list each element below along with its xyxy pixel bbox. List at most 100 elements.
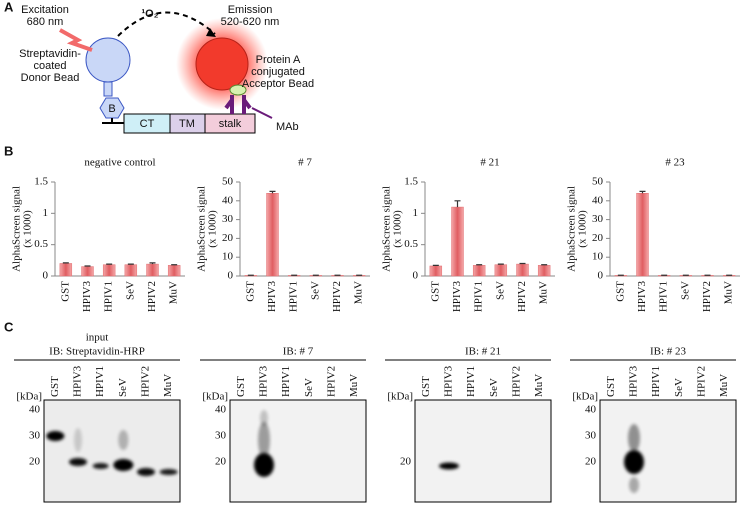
kda-unit: [kDa] bbox=[387, 391, 413, 403]
band bbox=[137, 468, 155, 476]
blot-title: IB: Streptavidin-HRP bbox=[49, 346, 145, 358]
y-tick-label: 50 bbox=[222, 176, 234, 188]
x-tick-label: MuV bbox=[723, 281, 735, 304]
y-tick-label: 30 bbox=[592, 213, 604, 225]
x-tick-label: GST bbox=[429, 281, 441, 302]
band bbox=[74, 428, 82, 452]
kda-unit: [kDa] bbox=[572, 391, 598, 403]
lane-label: HPIV2 bbox=[326, 366, 338, 397]
x-tick-label: HPIV1 bbox=[288, 281, 300, 312]
lane-label: HPIV1 bbox=[650, 366, 662, 397]
kda-unit: [kDa] bbox=[202, 391, 228, 403]
error-bar bbox=[269, 190, 276, 194]
bar bbox=[537, 265, 551, 277]
y-axis-label: AlphaScreen signal bbox=[381, 186, 393, 272]
diagram: Excitation 680 nm ¹O₂ Emission 520-620 n… bbox=[19, 4, 314, 134]
marker-label: 30 bbox=[215, 430, 227, 442]
band bbox=[260, 410, 268, 426]
blot-title: IB: # 23 bbox=[650, 346, 687, 358]
donor-bead bbox=[85, 37, 131, 83]
blot-title: IB: # 21 bbox=[465, 346, 501, 358]
x-tick-label: HPIV1 bbox=[473, 281, 485, 312]
y-tick-label: 0 bbox=[598, 270, 604, 282]
bar bbox=[429, 265, 443, 277]
marker-label: 40 bbox=[29, 404, 41, 416]
error-bar bbox=[62, 262, 69, 264]
lane-label: HPIV3 bbox=[628, 365, 640, 397]
lane-label: GST bbox=[420, 376, 432, 397]
label: Protein A bbox=[256, 54, 301, 66]
bar bbox=[124, 264, 138, 277]
error-bar bbox=[476, 264, 483, 266]
lane-label: HPIV2 bbox=[140, 366, 152, 397]
blot bbox=[414, 399, 552, 503]
x-tick-label: MuV bbox=[538, 281, 550, 304]
lane-label: SeV bbox=[488, 378, 500, 397]
label: conjugated bbox=[251, 66, 305, 78]
y-tick-label: 10 bbox=[222, 251, 234, 263]
lane-label: GST bbox=[605, 376, 617, 397]
y-tick-label: 0 bbox=[413, 270, 419, 282]
band bbox=[629, 477, 639, 493]
band bbox=[624, 450, 644, 474]
error-bar bbox=[149, 262, 156, 265]
blot bbox=[43, 399, 181, 503]
x-tick-label: HPIV1 bbox=[658, 281, 670, 312]
x-tick-label: GST bbox=[59, 281, 71, 302]
bar bbox=[494, 264, 508, 277]
marker-label: 30 bbox=[29, 430, 41, 442]
bar bbox=[266, 193, 279, 277]
y-axis-label: (x 1000) bbox=[392, 210, 404, 248]
y-tick-label: 0.5 bbox=[34, 238, 48, 250]
lane-label: MuV bbox=[533, 374, 545, 397]
lane-label: HPIV3 bbox=[443, 365, 455, 397]
biotin bbox=[99, 97, 125, 119]
band bbox=[46, 431, 65, 441]
x-tick-label: MuV bbox=[353, 281, 365, 304]
x-tick-label: HPIV3 bbox=[636, 281, 648, 313]
y-tick-label: 1 bbox=[413, 207, 419, 219]
label: B bbox=[108, 103, 115, 115]
y-tick-label: 1 bbox=[43, 207, 49, 219]
x-tick-label: HPIV2 bbox=[146, 281, 158, 312]
y-axis-label: AlphaScreen signal bbox=[566, 186, 578, 272]
error-bar bbox=[127, 263, 134, 265]
bar bbox=[472, 265, 486, 277]
marker-label: 30 bbox=[585, 430, 597, 442]
lane-label: GST bbox=[235, 376, 247, 397]
arrow-head bbox=[206, 28, 216, 37]
protein-a bbox=[229, 84, 247, 96]
bar bbox=[516, 263, 529, 277]
y-axis-label: AlphaScreen signal bbox=[196, 186, 208, 272]
acceptor-bead bbox=[195, 37, 249, 91]
lane-label: GST bbox=[49, 376, 61, 397]
label: 680 nm bbox=[27, 16, 64, 28]
blot bbox=[229, 399, 367, 503]
label: Streptavidin- bbox=[19, 48, 81, 60]
chart-title: # 21 bbox=[480, 157, 499, 169]
bar bbox=[81, 266, 94, 277]
error-bar bbox=[541, 264, 548, 266]
lane-label: HPIV1 bbox=[280, 366, 292, 397]
antibody bbox=[224, 95, 252, 114]
y-axis-label: (x 1000) bbox=[577, 210, 589, 248]
band bbox=[258, 422, 270, 458]
y-tick-label: 0.5 bbox=[404, 238, 418, 250]
error-bar bbox=[497, 263, 504, 265]
bar bbox=[636, 193, 649, 277]
x-tick-label: HPIV2 bbox=[701, 281, 713, 312]
antibody-arrow bbox=[251, 107, 273, 119]
streptavidin bbox=[103, 81, 113, 97]
label: coated bbox=[33, 60, 66, 72]
blot-title: IB: # 7 bbox=[283, 346, 314, 358]
band bbox=[92, 463, 109, 469]
lane-label: SeV bbox=[673, 378, 685, 397]
lane-label: MuV bbox=[718, 374, 730, 397]
band bbox=[159, 469, 178, 475]
bar bbox=[59, 263, 73, 277]
x-tick-label: HPIV2 bbox=[331, 281, 343, 312]
panel-label: B bbox=[4, 143, 13, 158]
lane-label: MuV bbox=[162, 374, 174, 397]
marker-label: 20 bbox=[585, 456, 597, 468]
